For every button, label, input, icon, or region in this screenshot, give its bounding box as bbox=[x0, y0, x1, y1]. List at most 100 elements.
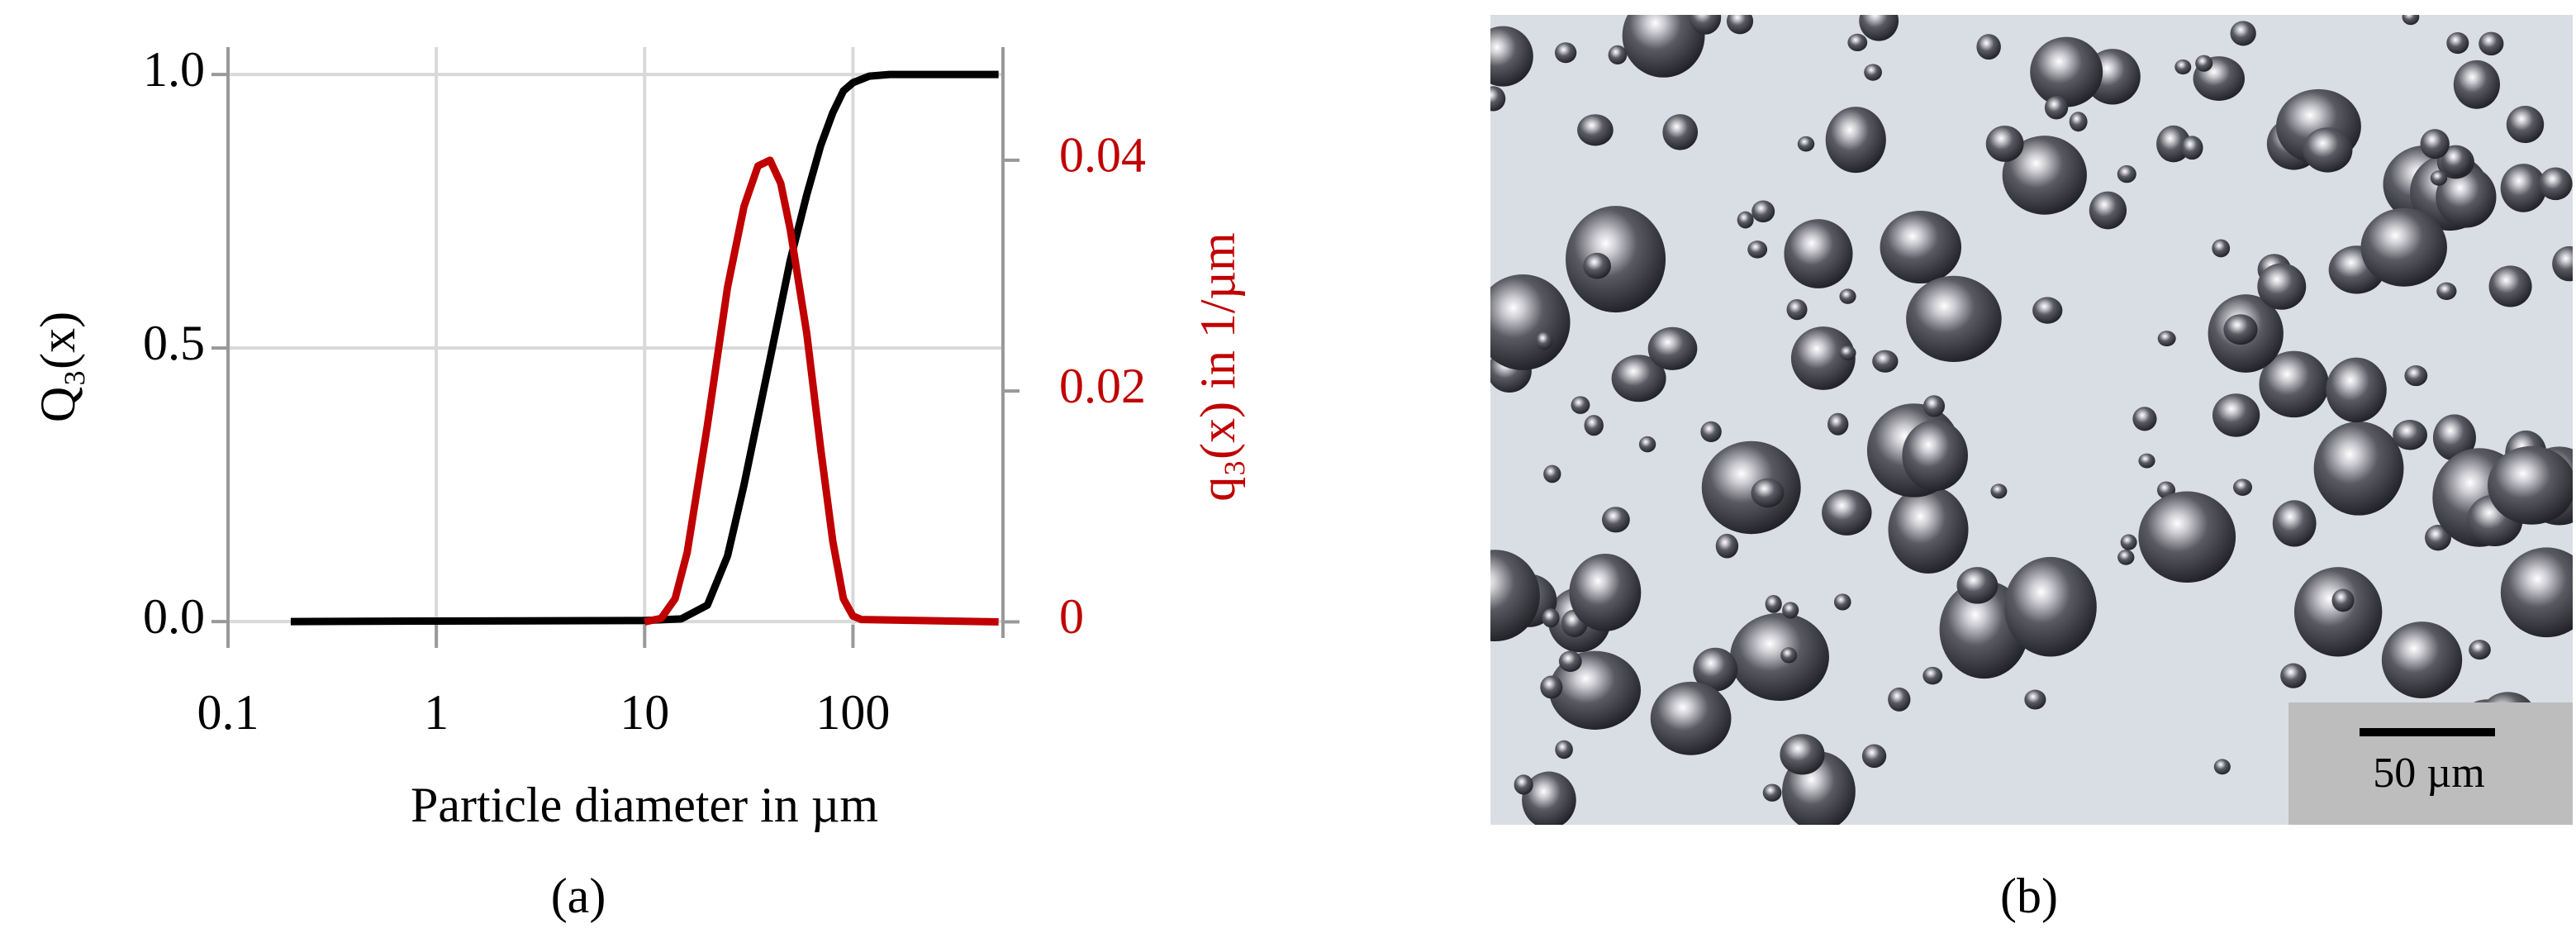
y-tick-label: 0.5 bbox=[143, 316, 205, 370]
particle bbox=[2117, 164, 2136, 183]
particle bbox=[2230, 21, 2256, 46]
particle bbox=[1584, 415, 1604, 436]
particle bbox=[1922, 666, 1943, 685]
particle bbox=[2469, 640, 2491, 660]
particle bbox=[2138, 453, 2155, 469]
particle bbox=[1662, 114, 1699, 150]
particle bbox=[1839, 288, 1856, 304]
particle bbox=[2552, 245, 2573, 282]
scale-bar-label: 50 µm bbox=[2373, 750, 2484, 797]
particle bbox=[2156, 125, 2191, 163]
particle bbox=[1608, 45, 1628, 65]
particle bbox=[1555, 740, 1573, 759]
particle bbox=[2420, 129, 2450, 160]
particle bbox=[2360, 207, 2447, 287]
particle bbox=[1784, 219, 1853, 288]
particle bbox=[1514, 774, 1533, 795]
particle bbox=[1827, 412, 1849, 436]
particle bbox=[2402, 15, 2420, 26]
series-line bbox=[644, 156, 999, 626]
particle bbox=[1602, 507, 1630, 533]
y2-tick-label: 0 bbox=[1059, 589, 1084, 644]
particle bbox=[1650, 681, 1732, 755]
particle bbox=[2195, 55, 2213, 72]
particle bbox=[1888, 687, 1911, 712]
particle bbox=[2259, 350, 2329, 418]
particle bbox=[2069, 112, 2088, 132]
particle bbox=[1762, 783, 1782, 802]
particle bbox=[1715, 533, 1739, 559]
panel-label: (a) bbox=[551, 869, 606, 923]
particle bbox=[1780, 647, 1798, 664]
particle bbox=[1822, 489, 1872, 536]
particle bbox=[2500, 547, 2573, 638]
particle bbox=[2213, 759, 2231, 775]
x-tick-label: 100 bbox=[815, 685, 890, 740]
particle bbox=[2223, 314, 2258, 345]
particle bbox=[2138, 491, 2236, 583]
particle bbox=[2331, 588, 2355, 612]
particle bbox=[1690, 15, 1722, 35]
particle bbox=[2432, 414, 2476, 461]
particle bbox=[2430, 170, 2448, 186]
particle bbox=[1554, 42, 1577, 64]
particle bbox=[1701, 440, 1801, 535]
y-tick-label: 0.0 bbox=[143, 589, 205, 644]
particle bbox=[2030, 36, 2103, 107]
particle bbox=[2488, 445, 2573, 525]
particle bbox=[1790, 326, 1856, 390]
particle bbox=[2024, 689, 2046, 710]
particle bbox=[1638, 436, 1656, 453]
particle bbox=[1859, 15, 1899, 41]
particle bbox=[1693, 647, 1738, 692]
x-axis-label: Particle diameter in µm bbox=[411, 778, 878, 832]
particle bbox=[1622, 15, 1705, 78]
particle bbox=[1786, 298, 1808, 321]
particle bbox=[1490, 86, 1506, 112]
particle bbox=[2446, 31, 2469, 55]
particle bbox=[1522, 771, 1576, 825]
particle bbox=[1906, 275, 2002, 363]
particle bbox=[2488, 265, 2532, 307]
particle bbox=[2436, 282, 2457, 300]
particle bbox=[2441, 145, 2472, 177]
particle bbox=[2257, 263, 2307, 310]
particle bbox=[2232, 479, 2253, 496]
particle bbox=[1839, 345, 1856, 361]
particle bbox=[1737, 211, 1754, 229]
particle bbox=[2002, 136, 2087, 215]
particle bbox=[1583, 252, 1611, 279]
particle bbox=[1558, 650, 1582, 672]
x-tick-label: 1 bbox=[424, 685, 449, 740]
particle bbox=[1747, 240, 1768, 259]
particle bbox=[1880, 211, 1962, 284]
particle bbox=[1566, 206, 1666, 313]
particle bbox=[1765, 594, 1782, 613]
particle bbox=[1490, 274, 1571, 370]
particle bbox=[1990, 483, 2008, 499]
particle bbox=[1540, 675, 1563, 699]
particle bbox=[2003, 556, 2097, 657]
x-tick-label: 0.1 bbox=[197, 685, 259, 740]
particle bbox=[2500, 164, 2547, 212]
particle bbox=[1782, 602, 1799, 619]
particle bbox=[1571, 396, 1590, 414]
particle bbox=[1956, 567, 1999, 604]
particle bbox=[1847, 33, 1868, 52]
particle bbox=[2117, 550, 2135, 565]
particle bbox=[2506, 106, 2545, 144]
particle bbox=[1902, 420, 1968, 492]
scale-bar-box bbox=[2288, 702, 2573, 825]
particle bbox=[1542, 608, 1560, 628]
particle bbox=[1536, 331, 1553, 350]
particle bbox=[1647, 326, 1698, 370]
particle bbox=[1780, 734, 1825, 775]
particle bbox=[2120, 534, 2137, 550]
particle bbox=[2212, 239, 2231, 258]
particle bbox=[2174, 59, 2192, 75]
x-tick-label: 10 bbox=[620, 685, 669, 740]
particle bbox=[2181, 136, 2203, 160]
particle bbox=[1730, 612, 1829, 702]
particle bbox=[2313, 421, 2404, 516]
